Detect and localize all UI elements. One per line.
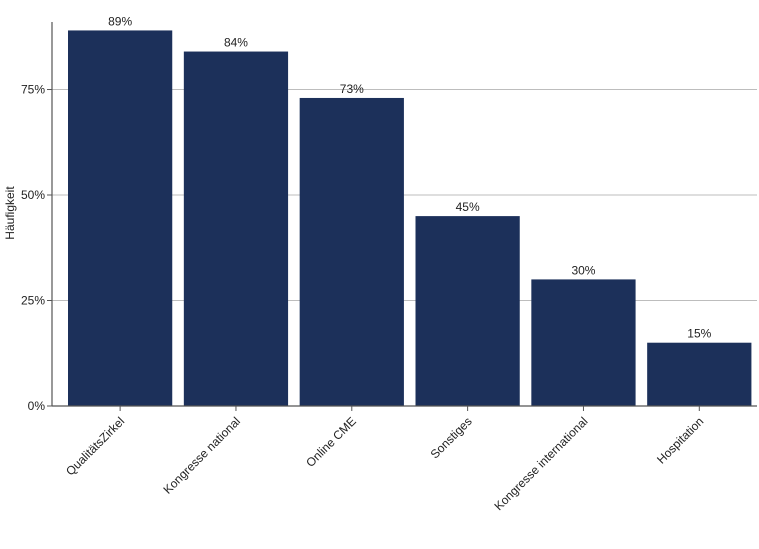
x-tick-label: Kongresse international (492, 414, 591, 513)
x-tick-label: Sonstiges (428, 414, 475, 461)
x-tick-label: Online CME (303, 414, 359, 470)
bar (415, 216, 520, 406)
y-tick-label: 50% (21, 188, 45, 202)
y-tick-label: 75% (21, 83, 45, 97)
bar (183, 51, 289, 407)
bar-value-label: 15% (687, 327, 711, 341)
x-tick-label: Kongresse national (161, 414, 244, 497)
bar-value-label: 45% (456, 200, 480, 214)
bar-value-label: 73% (340, 82, 364, 96)
bar (647, 342, 752, 406)
bar (531, 279, 636, 406)
bar-value-label: 84% (224, 36, 248, 50)
y-tick-label: 0% (28, 399, 46, 413)
bar-layer (68, 30, 752, 407)
x-tick-label: Hospitation (654, 414, 706, 466)
y-tick-label: 25% (21, 294, 45, 308)
bar-value-label: 30% (571, 263, 595, 277)
x-tick-label: QualitätsZirkel (63, 414, 127, 478)
axis-layer (47, 22, 757, 411)
bar-value-label: 89% (108, 14, 132, 28)
bar (299, 97, 404, 406)
bar (68, 30, 173, 406)
y-axis-title: Häufigkeit (3, 186, 17, 240)
